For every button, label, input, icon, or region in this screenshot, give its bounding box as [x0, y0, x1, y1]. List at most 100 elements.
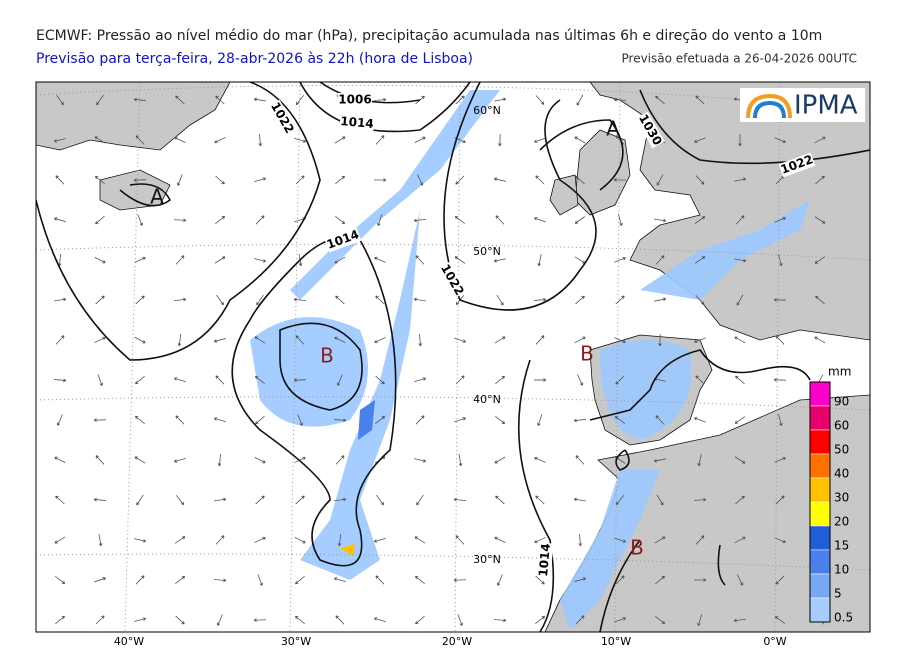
wind-arrow	[174, 136, 186, 143]
wind-arrow	[295, 575, 305, 585]
wind-arrow	[294, 615, 305, 625]
wind-arrow	[615, 575, 625, 585]
wind-arrow	[774, 137, 786, 144]
wind-arrow	[414, 575, 425, 585]
wind-arrow	[694, 137, 706, 143]
wind-arrow	[654, 536, 666, 544]
pressure-center: A	[606, 117, 620, 141]
pressure-center: B	[320, 344, 334, 368]
wind-arrow	[414, 377, 427, 382]
wind-arrow	[618, 214, 623, 227]
wind-arrow	[493, 618, 507, 623]
wind-arrow	[814, 336, 826, 344]
logo: IPMA	[740, 88, 865, 122]
wind-arrow	[376, 494, 384, 506]
wind-arrow	[253, 97, 266, 102]
wind-arrow	[454, 337, 467, 343]
wind-arrow	[735, 495, 745, 505]
wind-arrow	[414, 536, 426, 544]
colorbar-segment	[809, 573, 831, 599]
wind-arrow	[135, 135, 145, 145]
longitude-label: 30°W	[281, 635, 311, 648]
wind-arrow	[535, 175, 545, 185]
wind-arrow	[455, 535, 465, 545]
subtitle: Previsão para terça-feira, 28-abr-2026 à…	[36, 51, 473, 67]
wind-arrow	[778, 254, 783, 267]
wind-arrow	[173, 297, 187, 302]
wind-arrow	[134, 256, 146, 263]
wind-arrow	[574, 577, 587, 582]
wind-arrow	[254, 536, 266, 543]
wind-arrow	[493, 177, 506, 182]
wind-arrow	[96, 94, 104, 106]
wind-arrow	[174, 536, 186, 544]
longitude-label: 20°W	[442, 635, 472, 648]
wind-arrow	[375, 295, 385, 305]
wind-arrow	[575, 175, 585, 185]
wind-arrow	[94, 336, 106, 343]
wind-arrow	[498, 133, 502, 147]
colorbar-segment	[809, 549, 831, 575]
wind-arrow	[578, 533, 583, 547]
wind-arrow	[697, 614, 703, 627]
wind-arrow	[654, 218, 667, 223]
wind-arrow	[535, 615, 546, 624]
wind-arrow	[615, 295, 625, 305]
wind-arrow	[738, 133, 742, 147]
colorbar-label: 40	[834, 467, 849, 481]
wind-arrow	[137, 214, 143, 226]
wind-arrow	[814, 256, 826, 264]
colorbar-segment	[809, 453, 831, 479]
wind-arrow	[135, 575, 145, 585]
wind-arrow	[55, 495, 65, 505]
wind-arrow	[255, 415, 265, 425]
wind-arrow	[736, 574, 744, 586]
wind-arrow	[775, 495, 785, 505]
wind-arrow	[215, 375, 225, 385]
wind-arrow	[295, 175, 305, 185]
wind-arrow	[494, 97, 507, 102]
wind-arrow	[655, 95, 665, 105]
wind-arrow	[734, 456, 746, 464]
wind-arrow	[295, 495, 305, 505]
wind-arrow	[134, 617, 147, 622]
wind-arrow	[134, 415, 145, 425]
wind-arrow	[534, 456, 546, 463]
colorbar-segment	[809, 525, 831, 551]
wind-arrow	[693, 497, 707, 502]
isobar-label: 1014	[340, 114, 374, 131]
wind-arrow	[333, 497, 347, 502]
wind-arrow	[175, 95, 185, 105]
wind-arrow	[415, 255, 425, 265]
wind-arrow	[537, 414, 543, 426]
wind-arrow	[54, 576, 66, 585]
wind-arrow	[135, 295, 145, 305]
wind-arrow	[134, 336, 146, 344]
wind-arrow	[374, 256, 386, 263]
wind-arrow	[214, 136, 226, 144]
wind-arrow	[535, 95, 545, 105]
wind-arrow	[176, 494, 185, 506]
isobar-label-bg	[437, 261, 467, 299]
wind-arrow	[56, 94, 64, 106]
wind-arrow	[55, 175, 65, 185]
wind-arrow	[773, 298, 787, 302]
wind-arrow	[53, 217, 66, 223]
latitude-label: 30°N	[473, 553, 501, 566]
wind-arrow	[495, 215, 505, 225]
wind-arrow	[215, 215, 226, 225]
wind-arrow	[457, 614, 463, 626]
wind-arrow	[778, 414, 783, 427]
wind-arrow	[573, 497, 586, 502]
isobar-label-bg	[635, 111, 665, 149]
wind-arrow	[135, 375, 145, 385]
wind-arrow	[574, 136, 586, 144]
wind-arrow	[216, 294, 224, 306]
colorbar-label: 90	[834, 395, 849, 409]
colorbar: mm 90 60 50 40 30 20 15 10 5 0.5	[809, 365, 853, 625]
wind-arrow	[175, 615, 185, 625]
wind-arrow	[333, 418, 347, 423]
colorbar-unit: mm	[828, 365, 851, 379]
wind-arrow	[375, 575, 385, 585]
wind-arrow	[255, 215, 265, 225]
